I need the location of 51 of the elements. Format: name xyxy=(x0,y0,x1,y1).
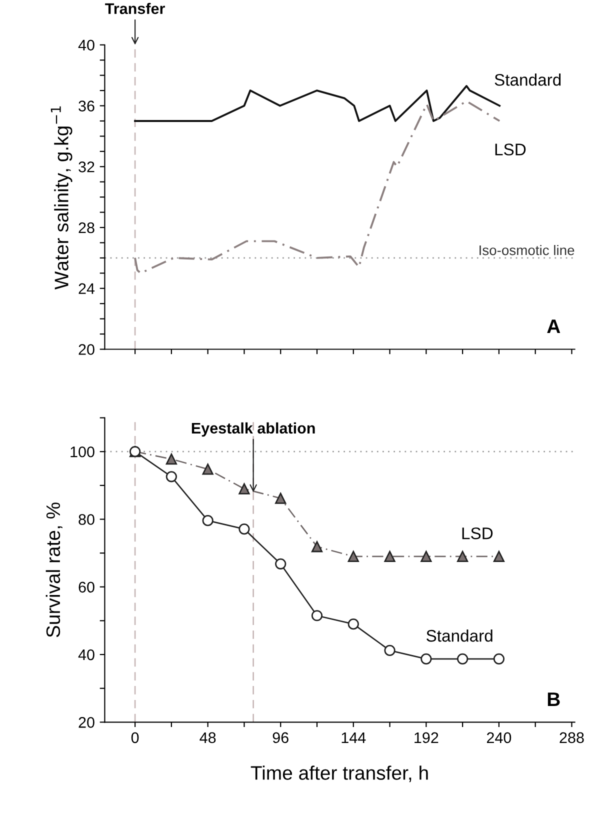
point xyxy=(311,541,323,552)
series-label: LSD xyxy=(495,144,526,156)
point xyxy=(420,550,432,562)
annotation: Transfer xyxy=(105,2,165,14)
y-tick-label: 32 xyxy=(78,161,94,172)
series-label: Standard xyxy=(494,74,561,86)
y-tick-label: 28 xyxy=(78,222,94,234)
y-tick-label: 100 xyxy=(70,446,94,458)
x-tick-label: 0 xyxy=(131,732,139,744)
point xyxy=(493,550,505,562)
line-series xyxy=(134,84,501,122)
point xyxy=(420,653,432,664)
x-tick-label: 144 xyxy=(342,732,366,743)
y-tick-label: 36 xyxy=(78,100,94,112)
series-label: LSD xyxy=(462,527,493,540)
point xyxy=(166,471,177,482)
point xyxy=(457,550,468,562)
annotation: B xyxy=(548,692,560,706)
x-tick-label: 48 xyxy=(200,732,216,744)
y-tick-label: 20 xyxy=(78,344,94,355)
x-tick-label: 192 xyxy=(414,732,438,744)
annotation: Eyestalk ablation xyxy=(192,422,315,437)
point xyxy=(348,550,359,562)
y-tick-label: 24 xyxy=(78,283,95,294)
point xyxy=(384,644,396,656)
x-axis-title: Time after transfer, h xyxy=(250,766,428,782)
y-tick-label: 20 xyxy=(78,717,94,728)
x-tick-label: 288 xyxy=(560,732,584,744)
point xyxy=(238,524,250,535)
y-axis-title: Water salinity, g.kg$^{−1}$ xyxy=(50,106,72,290)
y-tick-label: 40 xyxy=(78,40,94,51)
x-tick-label: 96 xyxy=(272,732,288,744)
point xyxy=(275,558,286,570)
y-tick-label: 40 xyxy=(78,649,94,660)
point xyxy=(457,653,468,664)
x-tick-label: 240 xyxy=(486,732,512,744)
point xyxy=(493,653,505,664)
point xyxy=(348,618,359,630)
y-tick-label: 60 xyxy=(78,582,94,593)
point xyxy=(202,464,214,475)
y-axis-title: Survival rate, % xyxy=(46,502,62,638)
annotation: A xyxy=(547,320,560,334)
ref-line-label: Iso-osmotic line xyxy=(480,244,574,256)
y-tick-label: 80 xyxy=(78,514,94,525)
point xyxy=(275,492,286,504)
point xyxy=(238,483,250,494)
point xyxy=(202,515,214,526)
point xyxy=(384,550,396,562)
point xyxy=(311,610,323,622)
point xyxy=(166,453,177,465)
series-label: Standard xyxy=(426,629,492,642)
